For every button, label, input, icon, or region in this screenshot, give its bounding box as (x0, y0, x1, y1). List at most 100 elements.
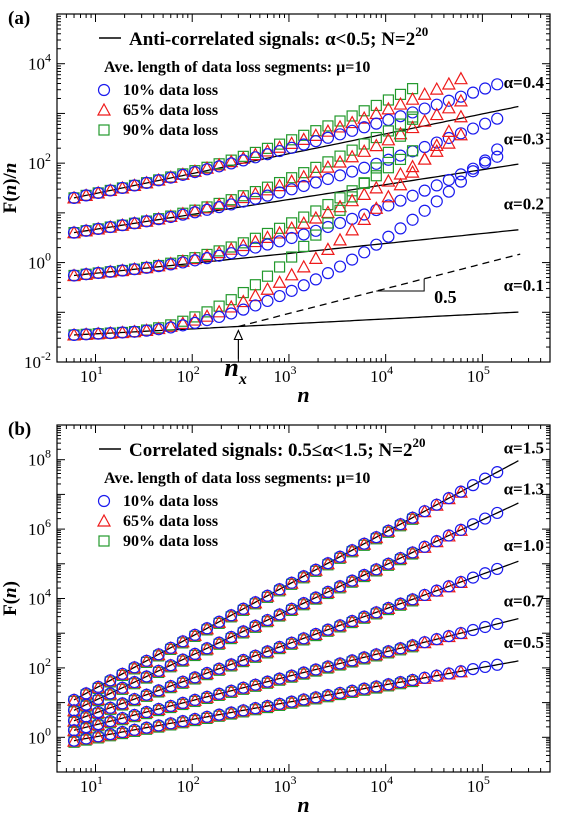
data-point-blue (200, 203, 214, 216)
data-point-blue (237, 154, 250, 167)
data-point-blue (188, 254, 202, 267)
fit-line (73, 311, 519, 336)
data-point-green (286, 134, 298, 146)
data-point-blue (273, 640, 286, 654)
data-point-blue (200, 710, 214, 723)
data-point-blue (370, 238, 383, 251)
data-point-blue (261, 675, 274, 688)
data-point-blue (200, 622, 214, 635)
data-point-blue (491, 143, 504, 156)
data-point-red (200, 160, 215, 174)
data-point-blue (430, 98, 443, 111)
data-point-blue (297, 632, 310, 645)
data-point-blue (128, 263, 141, 276)
data-point-blue (176, 208, 189, 221)
data-point-blue (309, 691, 322, 704)
data-point-blue (358, 161, 371, 174)
data-point-green (406, 113, 419, 125)
data-point-blue (309, 663, 322, 676)
data-point-blue (309, 563, 322, 576)
data-point-blue (297, 597, 310, 610)
nx-label: nx (224, 353, 246, 388)
data-point-blue (225, 684, 238, 697)
data-point-green (382, 125, 394, 137)
data-point-blue (454, 626, 468, 640)
data-point-blue (285, 141, 298, 154)
alpha-label: α=0.3 (504, 130, 544, 149)
data-point-blue (442, 185, 455, 198)
data-point-blue (128, 723, 141, 736)
data-point-blue (370, 117, 383, 130)
data-point-blue (213, 615, 226, 628)
data-point-blue (309, 273, 322, 286)
data-point-red (417, 113, 432, 127)
data-point-green (249, 279, 261, 291)
y-tick-label: 104 (28, 51, 51, 74)
data-point-blue (454, 168, 468, 181)
data-point-blue (67, 269, 81, 282)
data-point-blue (297, 570, 310, 583)
data-point-blue (321, 220, 335, 234)
data-point-blue (249, 678, 262, 691)
data-point-blue (309, 591, 322, 604)
data-point-blue (418, 140, 431, 154)
data-point-blue (188, 693, 202, 706)
data-point-blue (382, 230, 395, 243)
alpha-label: α=1.0 (504, 536, 544, 555)
data-point-blue (370, 606, 383, 619)
data-point-blue (213, 249, 226, 262)
data-point-blue (382, 645, 395, 658)
data-point-blue (321, 623, 335, 636)
data-point-blue (104, 715, 117, 728)
data-point-blue (140, 324, 153, 337)
data-point-blue (80, 268, 93, 281)
data-point-blue (188, 671, 202, 684)
data-point-blue (430, 195, 443, 208)
x-tick-label: 103 (273, 773, 296, 796)
x-tick-label: 105 (467, 773, 490, 796)
data-point-blue (116, 326, 129, 339)
data-point-blue (273, 289, 286, 303)
data-point-green (298, 211, 310, 223)
data-point-green (394, 118, 407, 130)
plot-frame (56, 13, 551, 363)
data-point-blue (152, 648, 165, 661)
data-point-blue (225, 157, 238, 170)
data-point-blue (442, 529, 455, 542)
data-point-red (187, 164, 202, 177)
data-point-blue (176, 696, 189, 709)
data-point-blue (382, 199, 395, 212)
data-point-blue (346, 544, 359, 557)
data-point-red (296, 215, 311, 229)
data-point-red (175, 254, 190, 267)
slope-triangle (376, 278, 425, 292)
legend-title: Correlated signals: 0.5≤α<1.5; N=220 (129, 435, 426, 461)
data-point-blue (273, 235, 286, 248)
data-point-blue (80, 328, 93, 341)
data-point-blue (92, 186, 105, 200)
data-point-red (320, 205, 335, 219)
data-point-blue (479, 620, 492, 634)
x-axis-label: n (297, 382, 309, 407)
data-point-blue (479, 156, 492, 169)
data-point-green (382, 146, 394, 159)
data-point-red (284, 267, 299, 281)
data-point-green (201, 201, 213, 213)
data-point-blue (394, 642, 407, 655)
panel-label: (a) (8, 8, 30, 29)
data-point-blue (406, 213, 419, 226)
data-point-green (382, 94, 394, 106)
alpha-label: α=0.5 (504, 633, 544, 652)
legend-entry: 65% data loss (123, 102, 218, 119)
alpha-label: α=0.2 (504, 194, 544, 213)
data-point-blue (213, 708, 226, 721)
data-point-blue (273, 144, 286, 158)
data-point-blue (164, 210, 177, 224)
data-point-red (357, 110, 372, 124)
data-point-red (453, 93, 468, 107)
data-point-blue (309, 135, 322, 148)
data-point-blue (249, 649, 262, 662)
data-point-green (298, 240, 310, 253)
legend-marker-square (98, 535, 110, 547)
